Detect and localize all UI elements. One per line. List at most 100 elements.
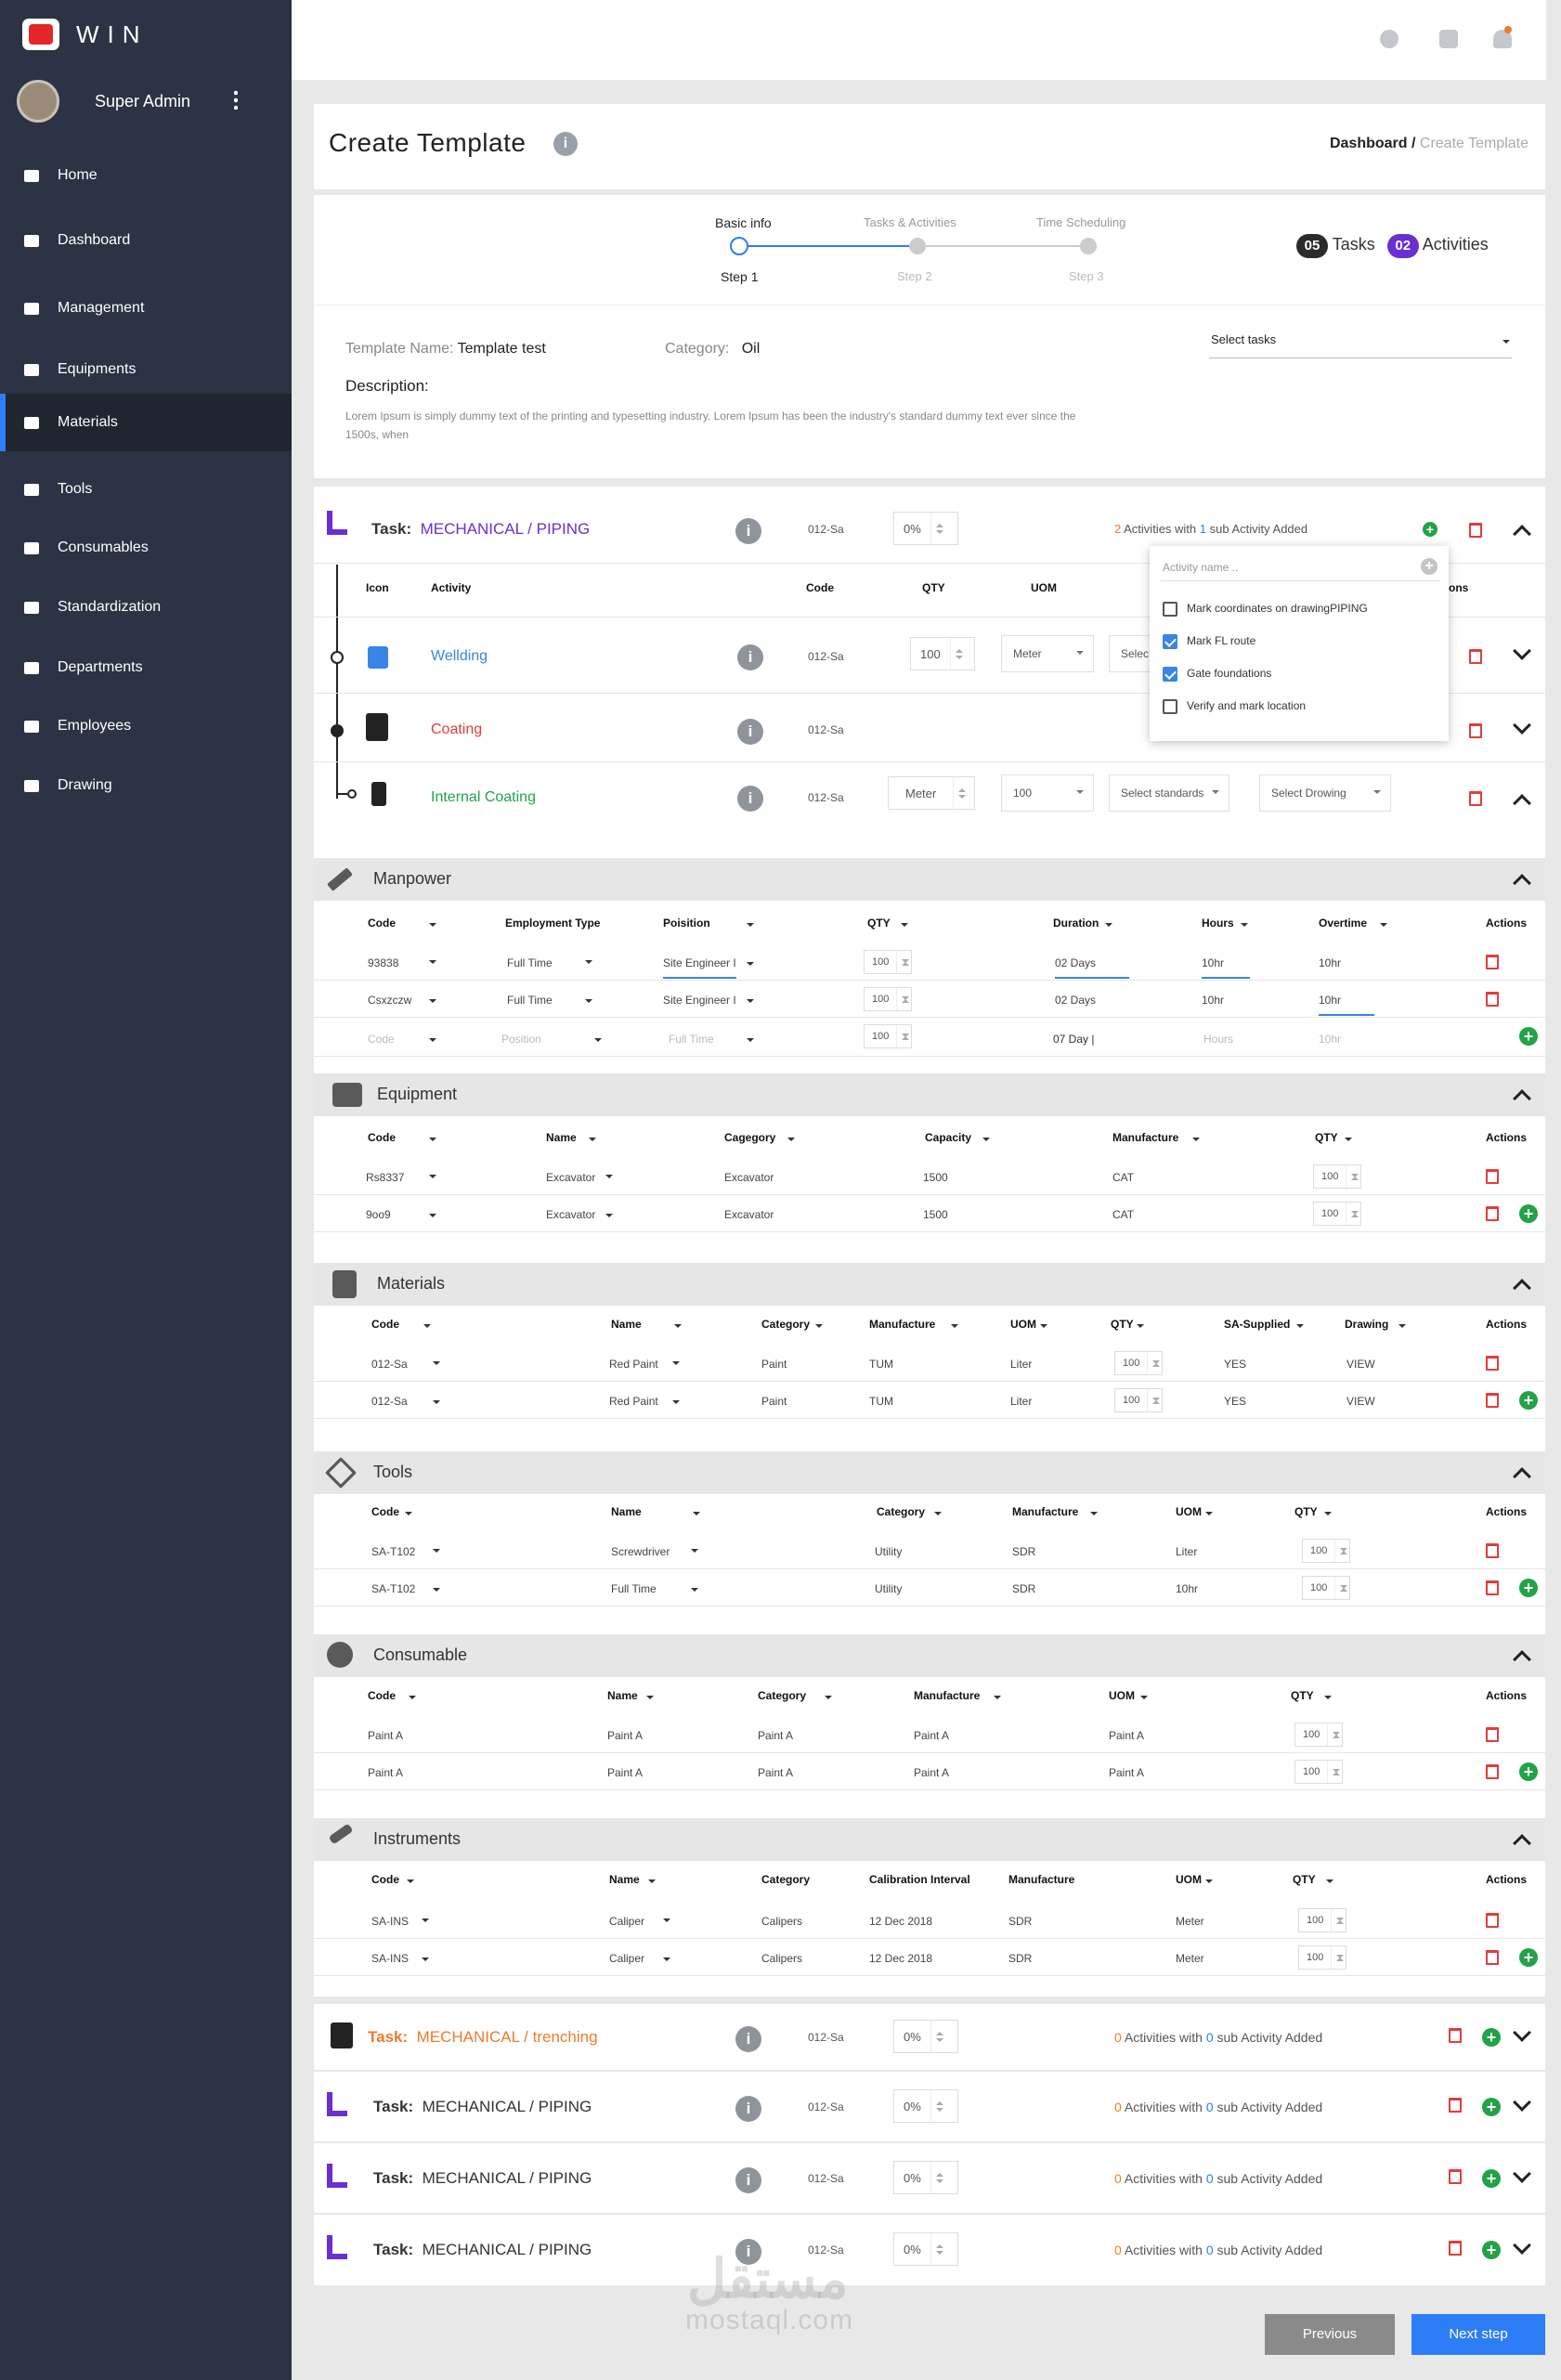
sort-icon[interactable] — [1040, 1324, 1047, 1332]
col-header-code[interactable]: Code — [368, 1131, 396, 1144]
stepper-arrows[interactable] — [1331, 1909, 1346, 1931]
stepper-arrows[interactable] — [896, 1025, 911, 1047]
cell-code[interactable]: 012-Sa — [371, 1358, 408, 1371]
delete-row-button[interactable] — [1486, 1169, 1499, 1184]
sort-icon[interactable] — [1140, 1696, 1148, 1703]
option-label[interactable]: Verify and mark location — [1187, 699, 1307, 712]
dropdown-icon[interactable] — [433, 1361, 440, 1369]
qty-stepper[interactable]: 100 — [1298, 1945, 1346, 1970]
col-header-qty[interactable]: QTY — [1315, 1131, 1338, 1144]
expand-activity-button[interactable] — [1513, 716, 1531, 735]
activity-search-input[interactable]: Activity name .. + — [1161, 553, 1439, 581]
collapse-activity-button[interactable] — [1513, 794, 1531, 813]
col-header-code[interactable]: Code — [371, 1505, 399, 1518]
delete-row-button[interactable] — [1486, 1393, 1499, 1408]
new-position-input[interactable]: Full Time — [669, 1033, 714, 1046]
info-icon[interactable]: i — [735, 2096, 761, 2122]
category-value[interactable]: Oil — [741, 341, 761, 357]
template-name-value[interactable]: Template test — [457, 341, 546, 357]
cell-name[interactable]: Excavator — [546, 1171, 596, 1184]
info-icon[interactable]: i — [737, 644, 763, 670]
sidebar-item-drawing[interactable]: Drawing — [0, 759, 292, 813]
sort-icon[interactable] — [1324, 1696, 1332, 1703]
task-card[interactable]: Task: MECHANICAL / trenching i 012-Sa 0%… — [314, 2004, 1545, 2071]
new-overtime-input[interactable]: 10hr — [1319, 1033, 1342, 1046]
sort-icon[interactable] — [1205, 1512, 1213, 1519]
col-header-code[interactable]: Code — [371, 1873, 399, 1886]
delete-row-button[interactable] — [1486, 1543, 1499, 1558]
sort-icon[interactable] — [1380, 923, 1387, 930]
drawing-select[interactable]: Select Drowing — [1259, 774, 1391, 812]
add-row-button[interactable]: + — [1519, 1579, 1538, 1597]
dropdown-icon[interactable] — [422, 1918, 429, 1926]
dropdown-icon[interactable] — [433, 1588, 440, 1595]
tools-section-header[interactable]: Tools — [314, 1451, 1545, 1494]
col-header-code[interactable]: Code — [371, 1318, 399, 1331]
cell-overtime[interactable]: 10hr — [1319, 994, 1375, 1016]
col-header-overtime[interactable]: Overtime — [1319, 917, 1368, 930]
col-header-name[interactable]: Name — [611, 1505, 642, 1518]
delete-activity-button[interactable] — [1469, 791, 1482, 806]
option-label[interactable]: Mark FL route — [1187, 634, 1256, 647]
info-icon[interactable]: i — [735, 518, 761, 544]
next-step-button[interactable]: Next step — [1411, 2314, 1545, 2355]
uom-select[interactable]: 100 — [1001, 774, 1094, 812]
add-row-button[interactable]: + — [1519, 1762, 1538, 1781]
cell-duration[interactable]: 02 Days — [1055, 956, 1130, 979]
add-circle-icon[interactable]: + — [1421, 558, 1437, 575]
cell-overtime[interactable]: 10hr — [1319, 956, 1342, 969]
task-progress-stepper[interactable]: 0% — [893, 2161, 958, 2194]
option-checkbox[interactable] — [1163, 602, 1177, 617]
task-card[interactable]: Task: MECHANICAL / PIPING i 012-Sa 0% 0 … — [314, 2072, 1545, 2142]
col-header-uom[interactable]: UOM — [1109, 1689, 1135, 1702]
stepper-arrows[interactable] — [1327, 1761, 1342, 1783]
collapse-section-button[interactable] — [1513, 874, 1531, 892]
sort-icon[interactable] — [901, 923, 908, 930]
qty-stepper[interactable]: 100 — [864, 950, 912, 974]
qty-stepper[interactable]: 100 — [864, 987, 912, 1011]
sidebar-item-home[interactable]: Home — [0, 149, 292, 202]
dropdown-icon[interactable] — [429, 999, 436, 1007]
activity-name[interactable]: Internal Coating — [431, 789, 536, 805]
add-row-button[interactable]: + — [1519, 1027, 1538, 1046]
dropdown-icon[interactable] — [747, 999, 754, 1007]
cell-code[interactable]: Paint A — [368, 1766, 404, 1779]
stepper-arrows[interactable] — [1147, 1352, 1162, 1374]
dropdown-icon[interactable] — [433, 1549, 440, 1556]
qty-stepper[interactable]: 100 — [1313, 1164, 1361, 1189]
stepper-arrows[interactable] — [949, 638, 967, 670]
task-progress-stepper[interactable]: 0% — [893, 512, 958, 545]
sort-icon[interactable] — [1326, 1879, 1333, 1887]
col-header-duration[interactable]: Duration — [1053, 917, 1099, 930]
col-header-manufacture[interactable]: Manufacture — [914, 1689, 981, 1702]
instruments-section-header[interactable]: Instruments — [314, 1818, 1545, 1861]
info-icon[interactable]: i — [735, 2239, 761, 2265]
sort-icon[interactable] — [747, 923, 754, 930]
expand-task-button[interactable] — [1513, 2236, 1531, 2255]
delete-row-button[interactable] — [1486, 992, 1499, 1007]
sort-icon[interactable] — [825, 1696, 832, 1703]
stepper-arrows[interactable] — [896, 951, 911, 973]
dropdown-icon[interactable] — [585, 999, 592, 1007]
col-header-category[interactable]: Category — [877, 1505, 926, 1518]
sort-icon[interactable] — [982, 1138, 990, 1145]
add-activity-button[interactable]: + — [1482, 2028, 1501, 2047]
col-header-uom[interactable]: UOM — [1010, 1318, 1036, 1331]
cell-name[interactable]: Caliper — [609, 1915, 645, 1928]
stepper-arrows[interactable] — [1331, 1946, 1346, 1969]
chat-icon[interactable] — [1439, 30, 1458, 48]
sidebar-item-departments[interactable]: Departments — [0, 641, 292, 695]
sort-icon[interactable] — [693, 1512, 700, 1519]
expand-task-button[interactable] — [1513, 2093, 1531, 2112]
bell-icon[interactable] — [1493, 30, 1512, 48]
cell-code[interactable]: 012-Sa — [371, 1395, 408, 1408]
collapse-section-button[interactable] — [1513, 1089, 1531, 1108]
sort-icon[interactable] — [1192, 1138, 1200, 1145]
delete-activity-button[interactable] — [1469, 723, 1482, 738]
activity-name[interactable]: Wellding — [431, 648, 488, 664]
stepper-arrows[interactable] — [930, 513, 947, 544]
cell-employment-type[interactable]: Full Time — [507, 956, 553, 969]
sort-icon[interactable] — [1105, 923, 1112, 930]
view-drawing-link[interactable]: VIEW — [1346, 1395, 1375, 1408]
collapse-section-button[interactable] — [1513, 1834, 1531, 1853]
